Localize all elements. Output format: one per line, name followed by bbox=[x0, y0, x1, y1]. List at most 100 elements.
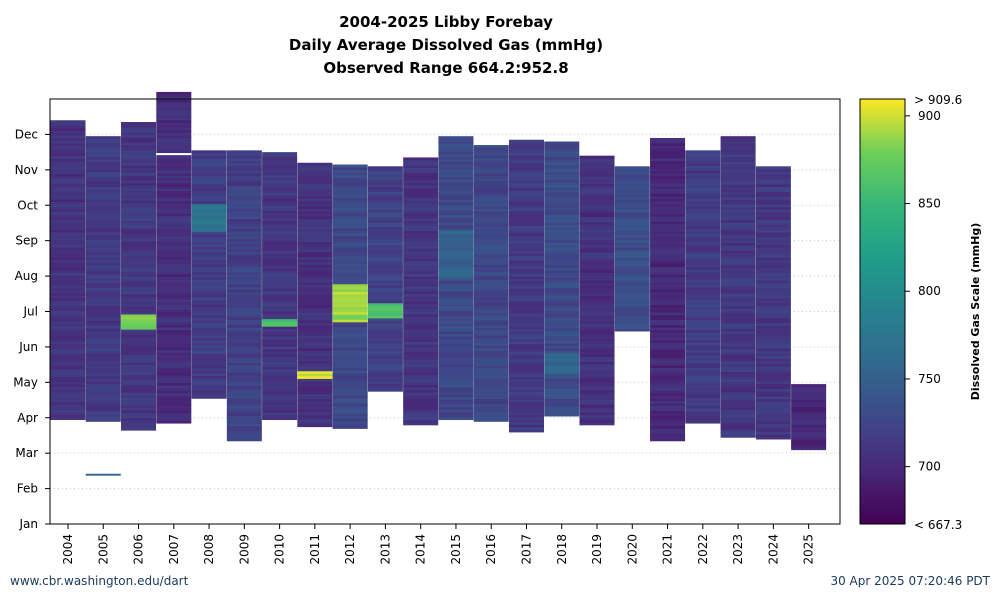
heat-cell bbox=[50, 158, 86, 162]
heat-cell bbox=[508, 379, 544, 383]
heat-cell bbox=[720, 196, 756, 200]
heat-cell bbox=[544, 259, 580, 263]
heat-cell bbox=[544, 388, 580, 392]
heat-cell bbox=[226, 390, 262, 394]
heat-cell bbox=[332, 349, 368, 353]
heat-cell bbox=[403, 334, 439, 338]
heat-cell bbox=[297, 406, 333, 410]
heat-cell bbox=[85, 211, 121, 215]
heat-cell bbox=[438, 373, 474, 378]
heat-cell bbox=[720, 416, 756, 421]
heat-cell bbox=[191, 340, 227, 344]
year-column-2007 bbox=[156, 91, 192, 424]
heat-cell bbox=[191, 190, 227, 194]
heat-cell bbox=[508, 263, 544, 267]
heat-cell bbox=[755, 214, 791, 218]
heat-cell bbox=[191, 309, 227, 313]
heat-cell bbox=[297, 418, 333, 423]
heat-cell bbox=[755, 277, 791, 281]
heat-cell bbox=[403, 331, 439, 335]
heat-cell bbox=[262, 275, 298, 279]
heat-cell bbox=[650, 289, 686, 293]
heat-cell bbox=[508, 182, 544, 186]
heat-cell bbox=[85, 396, 121, 400]
heat-cell bbox=[579, 175, 615, 180]
heat-cell bbox=[544, 222, 580, 226]
heat-cell bbox=[297, 251, 333, 255]
heat-cell bbox=[579, 267, 615, 271]
heat-cell bbox=[650, 279, 686, 283]
heat-cell bbox=[121, 326, 157, 330]
heat-cell bbox=[121, 238, 157, 242]
heat-cell bbox=[438, 237, 474, 241]
heat-cell bbox=[191, 307, 227, 311]
heat-cell bbox=[85, 221, 121, 225]
heat-cell bbox=[614, 272, 650, 276]
heat-cell bbox=[50, 300, 86, 304]
heat-cell bbox=[473, 342, 509, 346]
heat-cell bbox=[85, 355, 121, 359]
heat-cell bbox=[720, 158, 756, 162]
heat-cell bbox=[579, 358, 615, 362]
heat-cell bbox=[297, 380, 333, 384]
heat-cell bbox=[121, 255, 157, 259]
heat-cell bbox=[262, 278, 298, 282]
heat-cell bbox=[121, 263, 157, 267]
heat-cell bbox=[50, 353, 86, 357]
heat-cell bbox=[85, 227, 121, 231]
x-tick-label: 2021 bbox=[661, 534, 675, 565]
heat-cell bbox=[685, 150, 721, 154]
heat-cell bbox=[297, 274, 333, 278]
source-url[interactable]: www.cbr.washington.edu/dart bbox=[10, 574, 189, 588]
heat-cell bbox=[473, 155, 509, 159]
heat-cell bbox=[403, 326, 439, 330]
heat-cell bbox=[438, 189, 474, 193]
heat-cell bbox=[544, 310, 580, 314]
heat-cell bbox=[121, 344, 157, 348]
heat-cell bbox=[226, 253, 262, 257]
x-tick-label: 2024 bbox=[766, 534, 780, 565]
heat-cell bbox=[755, 191, 791, 195]
heat-cell bbox=[579, 165, 615, 169]
heat-cell bbox=[685, 380, 721, 384]
heat-cell bbox=[403, 170, 439, 174]
heat-cell bbox=[508, 177, 544, 181]
heat-cell bbox=[297, 287, 333, 291]
heat-cell bbox=[791, 444, 827, 448]
heat-cell bbox=[121, 212, 157, 216]
heat-cell bbox=[367, 315, 403, 319]
heat-cell bbox=[297, 304, 333, 308]
heat-cell bbox=[121, 286, 157, 290]
heat-cell bbox=[614, 277, 650, 281]
heat-cell bbox=[297, 299, 333, 303]
heat-cell bbox=[262, 270, 298, 274]
heat-cell bbox=[650, 259, 686, 263]
heat-cell bbox=[614, 194, 650, 198]
heat-cell bbox=[297, 358, 333, 362]
heat-cell bbox=[544, 176, 580, 180]
heat-cell bbox=[332, 273, 368, 277]
heat-cell bbox=[262, 227, 298, 231]
heat-cell bbox=[508, 363, 544, 367]
heat-cell bbox=[332, 174, 368, 178]
heat-cell bbox=[226, 193, 262, 197]
heat-cell bbox=[226, 150, 262, 154]
heat-cell bbox=[50, 148, 86, 152]
heat-cell bbox=[367, 282, 403, 286]
heat-cell bbox=[85, 136, 121, 140]
heat-cell bbox=[191, 393, 227, 397]
heat-cell bbox=[473, 251, 509, 255]
heat-cell bbox=[85, 151, 121, 155]
heat-cell bbox=[685, 160, 721, 164]
heat-cell bbox=[614, 298, 650, 302]
heat-cell bbox=[156, 412, 192, 416]
heat-cell bbox=[226, 433, 262, 437]
heat-cell bbox=[685, 251, 721, 255]
heat-cell bbox=[156, 256, 192, 260]
heat-cell bbox=[579, 323, 615, 327]
heat-cell bbox=[650, 329, 686, 333]
heat-cell bbox=[191, 243, 227, 247]
heat-cell bbox=[544, 191, 580, 195]
heat-cell bbox=[85, 163, 121, 167]
heat-cell bbox=[579, 371, 615, 375]
